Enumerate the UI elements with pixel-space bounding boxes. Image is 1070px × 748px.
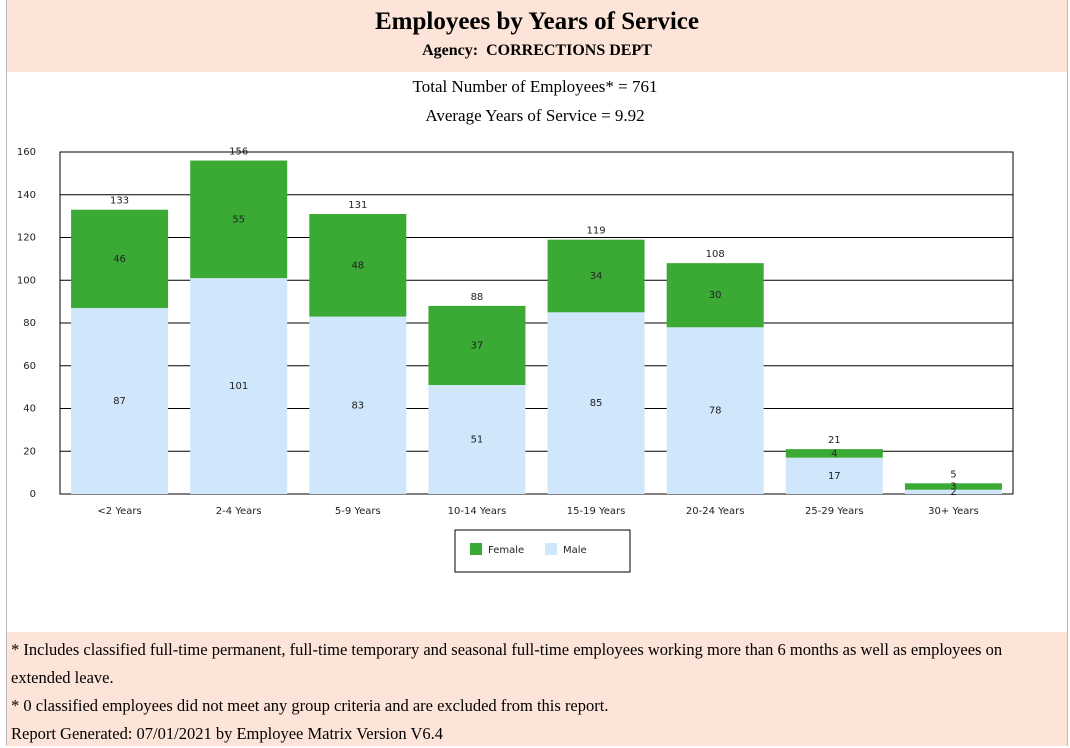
chart: 0 20 40 60 80 100 120 140 160 <2 Years 87 46 133 2-4 … (17, 147, 1014, 573)
frame (6, 0, 1068, 746)
average-line: Average Years of Service = 9.92 (425, 106, 645, 125)
value-label: 101 (229, 381, 248, 392)
legend-box (454, 529, 631, 573)
value-label: 17 (828, 471, 841, 482)
total-label: 21 (828, 435, 841, 446)
value-label: 4 (831, 448, 837, 459)
total-label: 131 (348, 200, 367, 211)
value-label: 37 (471, 340, 484, 351)
plot-border (59, 151, 1014, 495)
y-tick-label: 60 (23, 361, 36, 372)
agency: CORRECTIONS DEPT (486, 42, 652, 59)
legend-swatch (470, 543, 482, 555)
agency-label: Agency: (422, 42, 479, 59)
value-label: 78 (709, 406, 722, 417)
bar-segment (71, 209, 169, 309)
value-label: 51 (471, 434, 484, 445)
bar-segment (904, 483, 1002, 490)
value-label: 55 (232, 214, 245, 225)
legend-swatch (545, 543, 557, 555)
total-label: 119 (587, 226, 606, 237)
bar-segment (666, 327, 764, 494)
bar-segment (428, 384, 526, 494)
value-label: 3 (950, 482, 956, 493)
bar-segment (666, 263, 764, 328)
x-tick-label: 10-14 Years (448, 506, 507, 517)
value-label: 85 (590, 398, 603, 409)
value-label: 83 (351, 400, 364, 411)
value-label: 2 (950, 487, 956, 498)
legend-label: Female (488, 545, 524, 556)
bar-segment (190, 278, 288, 494)
y-tick-label: 20 (23, 446, 36, 457)
x-tick-label: <2 Years (97, 506, 141, 517)
y-tick-label: 40 (23, 404, 36, 415)
x-tick-label: 25-29 Years (805, 506, 864, 517)
value-label: 46 (113, 254, 126, 265)
y-tick-label: 0 (30, 489, 36, 500)
bar-segment (785, 457, 883, 494)
header: Employees by Years of Service Agency: CO… (7, 0, 1067, 72)
legend-label: Male (563, 545, 587, 556)
title: Employees by Years of Service (374, 8, 699, 35)
value-label: 30 (709, 290, 722, 301)
total-label: 108 (706, 249, 725, 260)
bar-segment (309, 316, 407, 494)
footnote: * Includes classified full-time permanen… (11, 640, 1003, 687)
value-label: 34 (590, 271, 603, 282)
footnote: * 0 classified employees did not meet an… (11, 696, 609, 715)
bar-segment (428, 305, 526, 385)
y-tick-label: 80 (23, 318, 36, 329)
y-tick-label: 120 (17, 233, 36, 244)
value-label: 87 (113, 396, 126, 407)
x-tick-label: 20-24 Years (686, 506, 745, 517)
bar-segment (547, 239, 645, 313)
bar-segment (904, 489, 1002, 494)
total-label: 5 (950, 469, 956, 480)
footer: * Includes classified full-time permanen… (7, 632, 1067, 746)
total-label: 133 (110, 196, 129, 207)
bar-segment (190, 160, 288, 279)
bar-segment (309, 213, 407, 317)
total-line: Total Number of Employees* = 761 (412, 77, 658, 96)
y-tick-label: 160 (17, 147, 36, 158)
agency-line: Agency: CORRECTIONS DEPT (7, 42, 1067, 60)
x-tick-label: 2-4 Years (216, 506, 262, 517)
x-tick-label: 5-9 Years (335, 506, 381, 517)
y-tick-label: 100 (17, 275, 36, 286)
y-tick-label: 140 (17, 190, 36, 201)
x-tick-label: 15-19 Years (567, 506, 626, 517)
bar-segment (547, 312, 645, 494)
total-label: 156 (229, 147, 248, 158)
value-label: 48 (351, 260, 364, 271)
x-tick-label: 30+ Years (928, 506, 979, 517)
footnote: Report Generated: 07/01/2021 by Employee… (11, 724, 443, 743)
total-label: 88 (471, 292, 484, 303)
bar-segment (785, 449, 883, 458)
bar-segment (71, 308, 169, 494)
